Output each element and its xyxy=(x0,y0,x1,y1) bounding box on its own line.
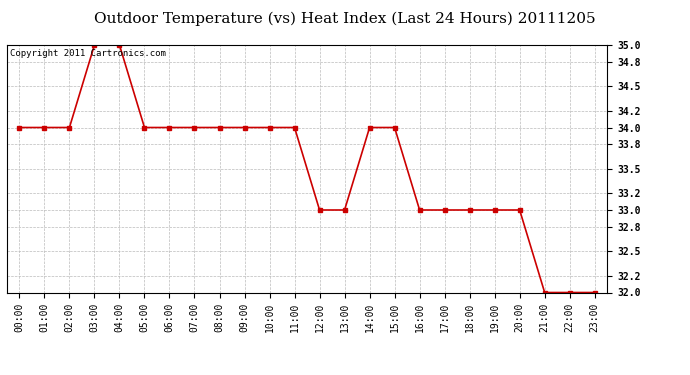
Text: Outdoor Temperature (vs) Heat Index (Last 24 Hours) 20111205: Outdoor Temperature (vs) Heat Index (Las… xyxy=(95,11,595,26)
Text: Copyright 2011 Cartronics.com: Copyright 2011 Cartronics.com xyxy=(10,49,166,58)
